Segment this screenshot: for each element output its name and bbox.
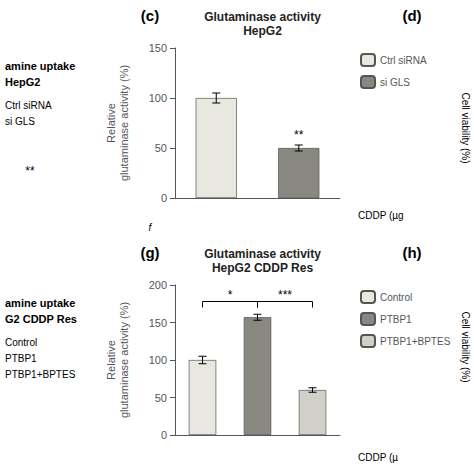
svg-text:Control: Control <box>380 292 412 303</box>
svg-text:0: 0 <box>161 429 167 441</box>
svg-text:100: 100 <box>149 92 167 104</box>
svg-text:glutaminase activity (%): glutaminase activity (%) <box>118 302 130 418</box>
svg-text:f: f <box>149 222 153 233</box>
svg-text:200: 200 <box>149 279 167 291</box>
svg-text:50: 50 <box>155 142 167 154</box>
svg-text:150: 150 <box>149 317 167 329</box>
svg-text:CDDP (µg: CDDP (µg <box>358 210 404 221</box>
svg-text:Glutaminase activity: Glutaminase activity <box>204 10 321 24</box>
svg-text:HepG2 CDDP Res: HepG2 CDDP Res <box>212 261 313 275</box>
svg-text:si GLS: si GLS <box>5 116 35 127</box>
svg-text:PTBP1+BPTES: PTBP1+BPTES <box>380 336 451 347</box>
svg-text:150: 150 <box>149 42 167 54</box>
svg-text:Cell viability (%): Cell viability (%) <box>460 92 471 163</box>
svg-text:G2 CDDP Res: G2 CDDP Res <box>5 313 77 325</box>
svg-text:PTBP1+BPTES: PTBP1+BPTES <box>5 369 76 380</box>
svg-text:**: ** <box>25 164 35 178</box>
svg-text:Control: Control <box>5 337 37 348</box>
svg-text:*: * <box>228 288 233 302</box>
svg-text:HepG2: HepG2 <box>243 24 282 38</box>
svg-text:**: ** <box>294 128 304 142</box>
svg-text:0: 0 <box>161 192 167 204</box>
svg-text:(d): (d) <box>402 7 421 24</box>
svg-text:Ctrl siRNA: Ctrl siRNA <box>5 100 52 111</box>
svg-text:Glutaminase activity: Glutaminase activity <box>204 247 321 261</box>
svg-text:(h): (h) <box>402 244 421 261</box>
svg-text:Cell viability (%): Cell viability (%) <box>460 311 471 382</box>
svg-text:HepG2: HepG2 <box>5 76 40 88</box>
svg-text:PTBP1: PTBP1 <box>5 353 37 364</box>
svg-text:(g): (g) <box>140 244 159 261</box>
svg-text:glutaminase activity (%): glutaminase activity (%) <box>118 65 130 181</box>
svg-text:amine uptake: amine uptake <box>5 297 75 309</box>
svg-text:si GLS: si GLS <box>380 77 410 88</box>
svg-text:Relative: Relative <box>105 103 117 143</box>
svg-text:CDDP (µ: CDDP (µ <box>358 452 398 463</box>
svg-text:(c): (c) <box>141 7 159 24</box>
svg-text:Ctrl siRNA: Ctrl siRNA <box>380 55 427 66</box>
svg-text:amine uptake: amine uptake <box>5 60 75 72</box>
svg-text:50: 50 <box>155 392 167 404</box>
svg-text:PTBP1: PTBP1 <box>380 314 412 325</box>
svg-text:100: 100 <box>149 354 167 366</box>
svg-text:***: *** <box>278 288 292 302</box>
svg-text:Relative: Relative <box>105 340 117 380</box>
